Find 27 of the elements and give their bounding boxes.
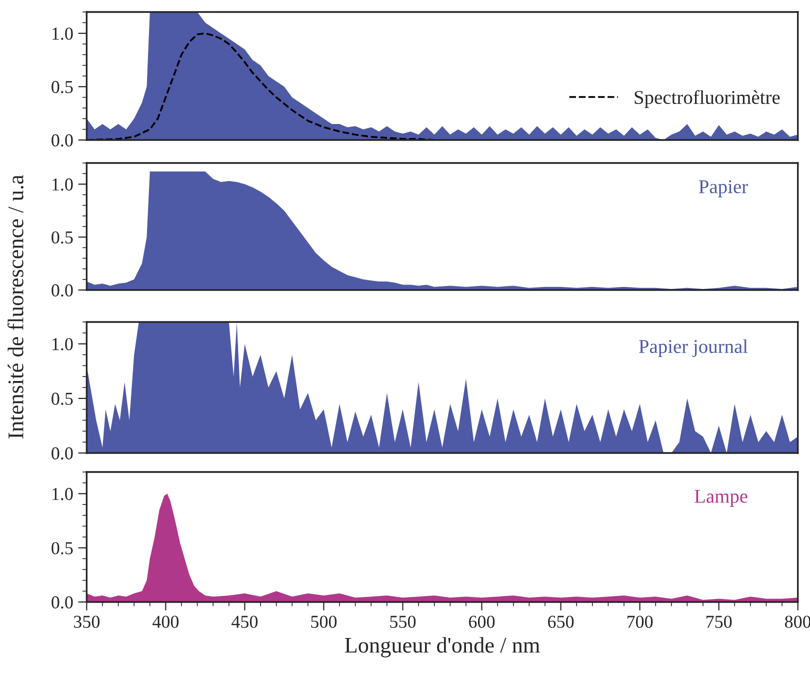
y-tick-label: 0.5 [52, 392, 73, 405]
y-tick-label: 0.0 [52, 596, 73, 609]
y-tick-label: 1.0 [52, 28, 73, 40]
x-tick-label: 500 [311, 616, 337, 628]
x-tick-label: 350 [74, 616, 100, 628]
x-tick-label: 600 [469, 616, 495, 628]
y-tick-label: 0.5 [52, 80, 73, 94]
text: Papier journal [639, 339, 748, 358]
x-tick-label: 700 [627, 616, 653, 628]
y-tick-label: 0.0 [52, 447, 73, 460]
y-tick-label: 1.0 [52, 488, 73, 500]
text: Papier [698, 180, 748, 198]
x-tick-label: 650 [548, 616, 574, 628]
x-tick-label: 450 [232, 616, 258, 628]
y-tick-label: 1.0 [52, 338, 73, 350]
x-tick-label: 550 [390, 616, 416, 628]
y-tick-label: 0.5 [52, 231, 73, 244]
x-tick-label: 400 [152, 616, 179, 628]
text: Lampe [694, 490, 748, 507]
y-tick-label: 0.0 [52, 134, 73, 147]
y-tick-label: 0.5 [52, 542, 73, 554]
legend-label: Spectrofluorimètre [634, 90, 780, 108]
y-tick-label: 0.0 [52, 284, 73, 297]
x-axis-title: Longueur d'onde / nm [344, 637, 540, 658]
x-tick-label: 750 [706, 616, 732, 628]
y-tick-label: 1.0 [52, 178, 73, 191]
y-axis-title: Intensité de fluorescence / u.a [8, 174, 24, 439]
